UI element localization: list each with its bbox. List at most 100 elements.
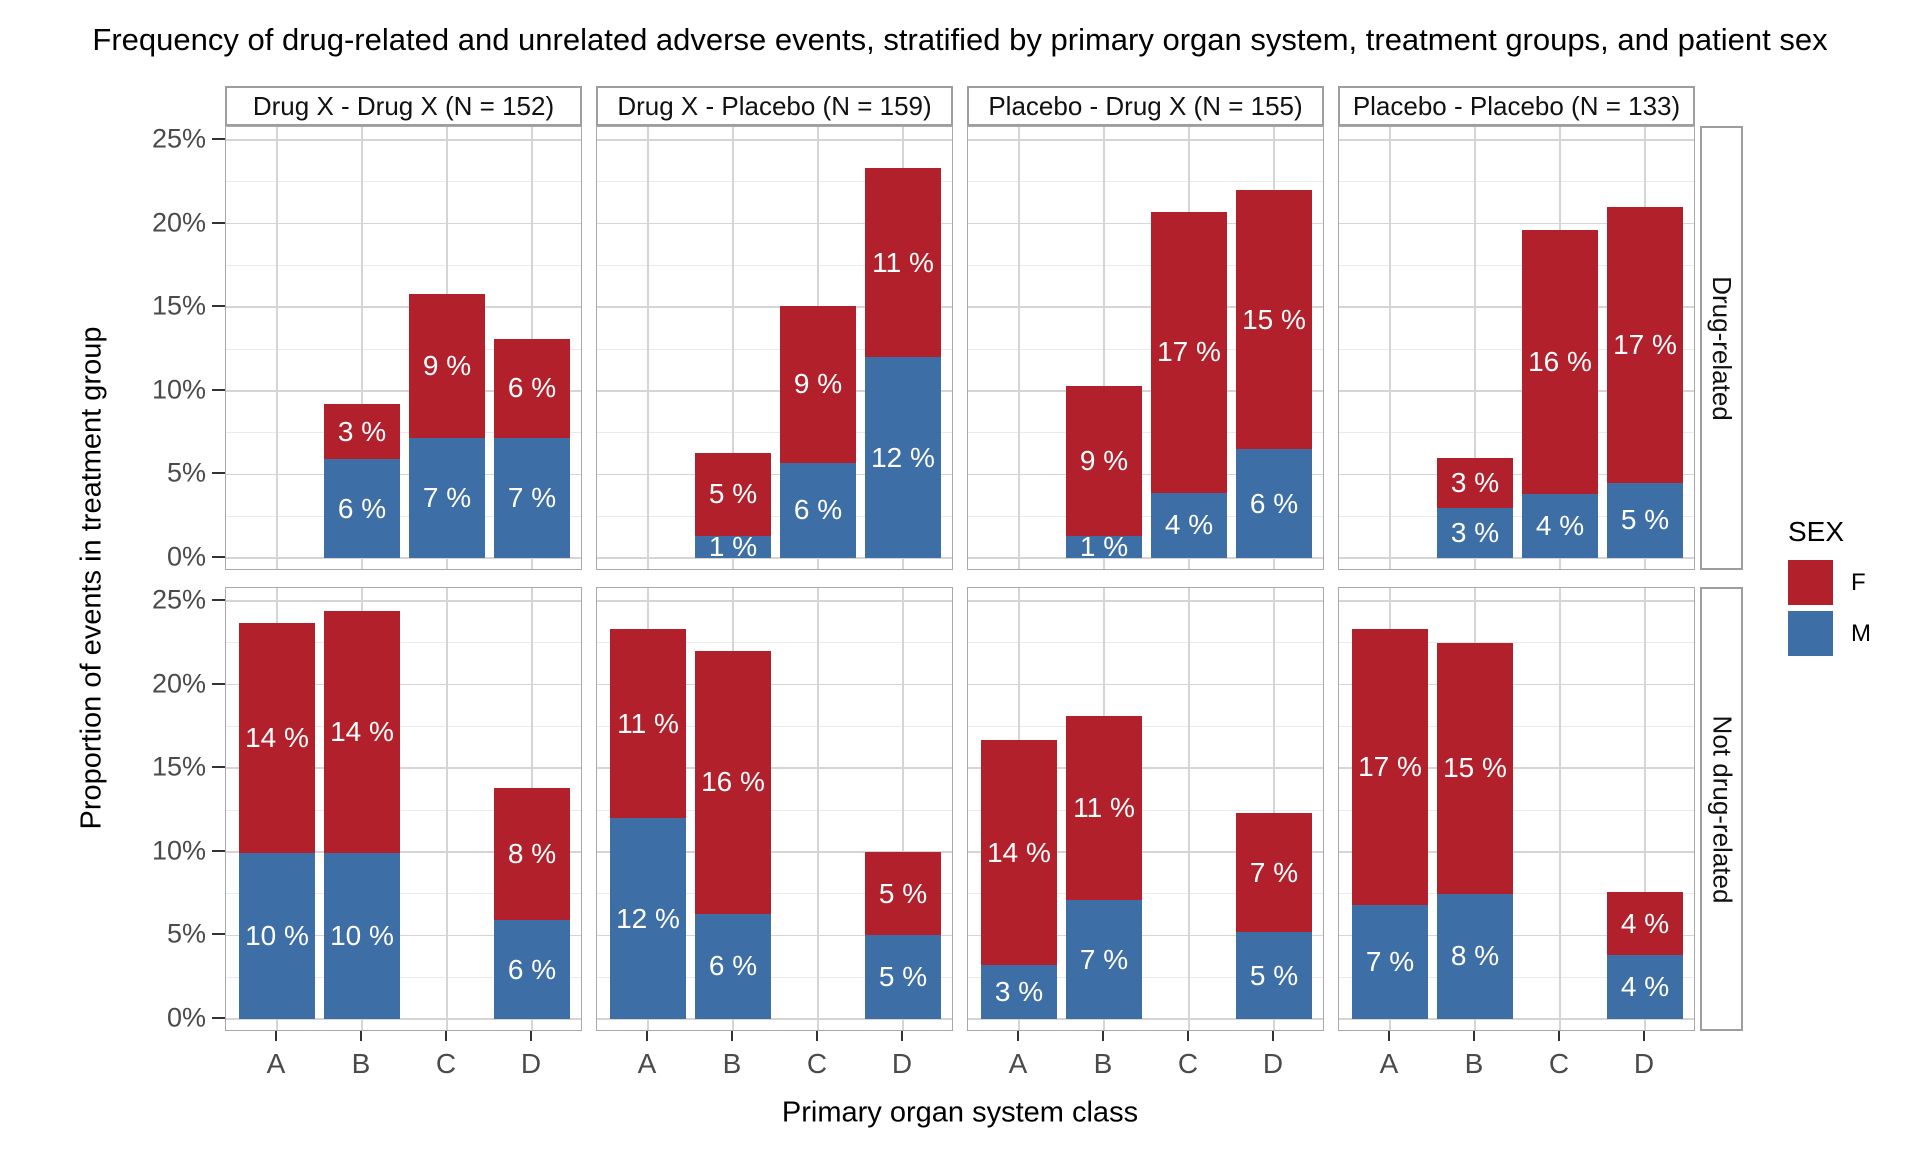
facet-panel: 1 % 5 % 6 % 9 % 12 % 11 % xyxy=(596,126,953,570)
bar-segment-f: 4 % xyxy=(1606,891,1684,956)
gridline-minor xyxy=(968,181,1323,183)
bar-segment-m: 3 % xyxy=(980,965,1058,1019)
gridline-major xyxy=(597,767,952,769)
bar-value-label: 5 % xyxy=(1620,504,1670,536)
gridline-minor xyxy=(1339,642,1694,644)
x-axis-tick xyxy=(445,1031,447,1041)
gridline-major xyxy=(226,222,581,225)
gridline-minor xyxy=(597,809,952,811)
x-axis-tick xyxy=(731,1031,733,1041)
gridline-minor xyxy=(968,432,1323,434)
bar-segment-m: 5 % xyxy=(1606,482,1684,558)
gridline-major xyxy=(597,683,952,686)
bar-segment-m: 7 % xyxy=(1351,905,1429,1019)
gridline-minor xyxy=(597,348,952,350)
bar-value-label: 7 % xyxy=(1365,946,1415,978)
bar-segment-f: 9 % xyxy=(779,305,857,463)
gridline-major xyxy=(226,473,581,476)
gridline-vertical xyxy=(1389,127,1391,569)
gridline-minor xyxy=(226,809,581,811)
gridline-major xyxy=(968,934,1323,937)
gridline-vertical xyxy=(1644,588,1646,1030)
x-axis-tick xyxy=(1272,1031,1274,1041)
gridline-minor xyxy=(968,809,1323,811)
bar-segment-m: 1 % xyxy=(1065,531,1143,562)
col-facet-label: Placebo - Drug X (N = 155) xyxy=(988,90,1303,121)
bar-value-label: 16 % xyxy=(701,766,765,798)
legend-item-male: M xyxy=(1788,611,1871,656)
bar-segment-m: 12 % xyxy=(609,818,687,1019)
bar-value-label: 14 % xyxy=(245,722,309,754)
bar-value-label: 6 % xyxy=(507,372,557,404)
gridline-minor xyxy=(226,515,581,517)
x-axis-tick xyxy=(1187,1031,1189,1041)
y-axis-tick xyxy=(212,1017,225,1019)
gridline-minor xyxy=(968,976,1323,978)
bar-value-label: 17 % xyxy=(1613,328,1677,360)
bar-segment-m: 7 % xyxy=(408,437,486,558)
legend-swatch-f xyxy=(1788,560,1833,605)
bar-value-label: 4 % xyxy=(1620,971,1670,1003)
bar-segment-m: 5 % xyxy=(864,935,942,1019)
bar-segment-m: 6 % xyxy=(694,913,772,1019)
gridline-major xyxy=(1339,934,1694,937)
gridline-major xyxy=(968,1018,1323,1020)
x-axis-tick xyxy=(1558,1031,1560,1041)
gridline-major xyxy=(226,934,581,937)
gridline-minor xyxy=(597,432,952,434)
bar-value-label: 1 % xyxy=(708,531,758,563)
y-axis-tick-label: 0% xyxy=(166,1002,206,1033)
gridline-minor xyxy=(1339,432,1694,434)
bar-segment-f: 14 % xyxy=(323,611,401,854)
gridline-major xyxy=(1339,139,1694,141)
gridline-minor xyxy=(968,725,1323,727)
gridline-minor xyxy=(968,642,1323,644)
y-axis-tick xyxy=(212,849,225,852)
bar-value-label: 3 % xyxy=(1450,466,1500,498)
gridline-minor xyxy=(968,348,1323,350)
gridline-major xyxy=(597,306,952,308)
bar-value-label: 3 % xyxy=(1450,516,1500,548)
bar-value-label: 6 % xyxy=(1249,487,1299,519)
y-axis-tick xyxy=(212,472,225,475)
gridline-major xyxy=(1339,851,1694,853)
y-axis-tick-label: 10% xyxy=(151,835,206,866)
gridline-minor xyxy=(597,642,952,644)
bar-value-label: 5 % xyxy=(878,961,928,993)
gridline-vertical xyxy=(446,588,448,1030)
bar-segment-f: 17 % xyxy=(1606,206,1684,483)
y-axis-tick xyxy=(212,933,225,936)
row-facet-label: Not drug-related xyxy=(1707,715,1738,903)
bar-segment-m: 4 % xyxy=(1521,494,1599,558)
gridline-minor xyxy=(968,515,1323,517)
bar-value-label: 8 % xyxy=(507,838,557,870)
gridline-vertical xyxy=(1188,588,1190,1030)
bar-value-label: 9 % xyxy=(793,368,843,400)
facet-panel: 3 % 3 % 4 % 16 % 5 % 17 % xyxy=(1338,126,1695,570)
legend-title: SEX xyxy=(1788,516,1845,547)
bar-value-label: 6 % xyxy=(337,492,387,524)
gridline-minor xyxy=(1339,725,1694,727)
x-axis-tick-label: C xyxy=(806,1048,828,1079)
bar-segment-m: 4 % xyxy=(1150,492,1228,558)
x-axis-tick xyxy=(1102,1031,1104,1041)
legend-item-female: F xyxy=(1788,560,1871,605)
gridline-vertical xyxy=(647,127,649,569)
y-axis-tick xyxy=(212,388,225,391)
gridline-vertical xyxy=(1103,127,1105,569)
x-axis-tick xyxy=(360,1031,362,1041)
bar-segment-f: 17 % xyxy=(1150,211,1228,493)
bar-value-label: 4 % xyxy=(1535,510,1585,542)
bar-value-label: 17 % xyxy=(1358,751,1422,783)
x-axis-tick xyxy=(1473,1031,1475,1041)
col-facet-label: Drug X - Placebo (N = 159) xyxy=(617,90,932,121)
legend-label-m: M xyxy=(1851,619,1871,647)
gridline-major xyxy=(597,222,952,225)
gridline-major xyxy=(968,222,1323,225)
gridline-minor xyxy=(597,264,952,266)
x-axis-tick-label: D xyxy=(1262,1048,1284,1079)
gridline-major xyxy=(226,683,581,686)
gridline-minor xyxy=(226,725,581,727)
gridline-vertical xyxy=(817,588,819,1030)
gridline-major xyxy=(226,139,581,141)
